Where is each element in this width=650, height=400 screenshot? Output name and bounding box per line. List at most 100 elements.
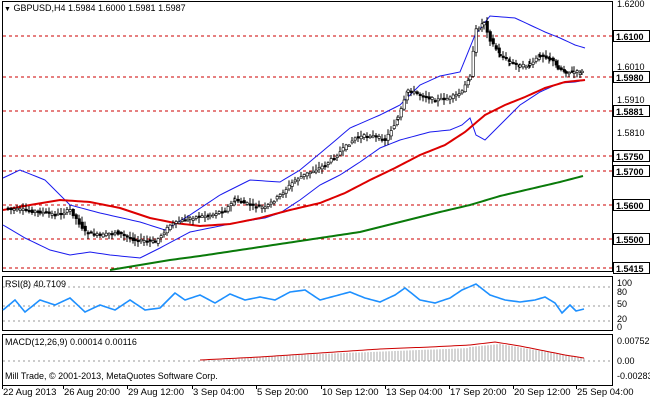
candle-body (168, 224, 172, 230)
macd-title: MACD(12,26,9) 0.00014 0.00116 (5, 337, 137, 347)
price-level-tag: 1.5881 (613, 105, 650, 117)
macd-axis-bottom: -0.00283 (617, 371, 650, 381)
candle-body (33, 210, 37, 213)
candle-body (251, 203, 255, 206)
price-chart-panel[interactable] (2, 1, 613, 272)
time-axis-tick (256, 386, 257, 389)
candle-body (12, 208, 16, 211)
rsi-panel[interactable] (2, 276, 613, 331)
rsi-axis-80: 80 (617, 287, 628, 297)
candle-body (511, 62, 515, 65)
candle-body (485, 21, 489, 33)
candle-body (125, 235, 129, 238)
price-axis-label: 1.6200 (617, 0, 645, 9)
candle-body (159, 235, 163, 238)
candle-body (326, 162, 330, 165)
price-axis-label: 1.5810 (617, 128, 645, 138)
price-level-tag: 1.5600 (613, 199, 650, 211)
candle-body (197, 215, 201, 218)
candle-body (368, 135, 372, 138)
candle-body (448, 96, 452, 100)
candle-body (534, 57, 538, 62)
candle-body (308, 171, 312, 174)
candle-body (314, 169, 318, 173)
copyright-text: Mill Trade, © 2001-2013, MetaQuotes Soft… (5, 371, 218, 381)
candle-body (272, 201, 276, 204)
candle-body (208, 215, 212, 218)
candle-body (575, 70, 579, 73)
candle-body (59, 213, 63, 216)
macd-signal-line (199, 341, 585, 361)
candle-body (548, 57, 552, 61)
candle-body (564, 71, 568, 74)
candle-body (402, 99, 406, 110)
candle-body (299, 176, 303, 179)
rsi-axis-0: 0 (617, 322, 623, 332)
candle-body (21, 208, 25, 211)
candle-body (180, 219, 184, 222)
rsi-axis-20: 20 (617, 314, 628, 324)
candle-body (572, 71, 576, 74)
candle-body (236, 198, 240, 202)
candle-body (107, 233, 111, 236)
candle-body (371, 135, 375, 138)
candle-body (477, 27, 481, 31)
price-level-tag: 1.5750 (613, 150, 650, 162)
price-level-tag: 1.5415 (613, 262, 650, 274)
candle-body (62, 212, 66, 215)
candle-body (223, 210, 227, 213)
time-axis-label: 25 Sep 04:00 (577, 387, 634, 398)
candle-body (110, 233, 114, 236)
candle-body (335, 155, 339, 158)
candle-body (359, 135, 363, 140)
candle-body (89, 231, 93, 234)
candle-body (281, 192, 285, 195)
candle-body (347, 144, 351, 147)
candle-body (171, 222, 175, 226)
time-axis-tick (321, 386, 322, 389)
bollinger-lower-band (2, 79, 586, 259)
candle-body (95, 233, 99, 236)
candle-body (203, 215, 207, 218)
candle-body (445, 98, 449, 101)
candle-body (27, 210, 31, 213)
time-axis-label: 22 Aug 2013 (3, 387, 57, 398)
candle-body (491, 38, 495, 45)
candle-body (317, 167, 321, 170)
candle-body (386, 134, 390, 141)
candle-body (544, 55, 548, 59)
moving-average-red (2, 79, 586, 228)
candle-body (191, 218, 195, 221)
dropdown-triangle-icon[interactable]: ▼ (4, 6, 11, 13)
candle-body (514, 62, 518, 65)
time-axis-label: 20 Sep 12:00 (514, 387, 571, 398)
candle-body (424, 95, 428, 99)
time-axis-label: 29 Aug 12:00 (128, 387, 184, 398)
candle-body (15, 208, 19, 211)
candle-body (200, 215, 204, 218)
candle-body (311, 170, 315, 174)
candle-body (296, 178, 300, 182)
candle-body (528, 63, 532, 66)
candle-body (211, 213, 215, 217)
candle-body (50, 213, 54, 216)
time-axis-tick (2, 386, 3, 389)
candle-body (356, 136, 360, 139)
time-axis-label: 13 Sep 04:00 (386, 387, 443, 398)
candle-body (436, 98, 440, 102)
candle-body (430, 97, 434, 100)
candle-body (30, 209, 34, 213)
candle-body (488, 31, 492, 42)
time-axis-tick (192, 386, 193, 389)
rsi-title: RSI(8) 40.7109 (5, 279, 67, 289)
candle-body (418, 93, 422, 96)
candle-body (433, 100, 437, 103)
candle-body (344, 144, 348, 150)
candle-body (383, 138, 387, 141)
candle-body (578, 72, 582, 75)
chart-header: ▼ GBPUSD,H4 1.5984 1.6000 1.5981 1.5987 (4, 3, 186, 13)
candle-body (389, 130, 393, 137)
time-axis-tick (449, 386, 450, 389)
price-level-tag: 1.6100 (613, 30, 650, 42)
